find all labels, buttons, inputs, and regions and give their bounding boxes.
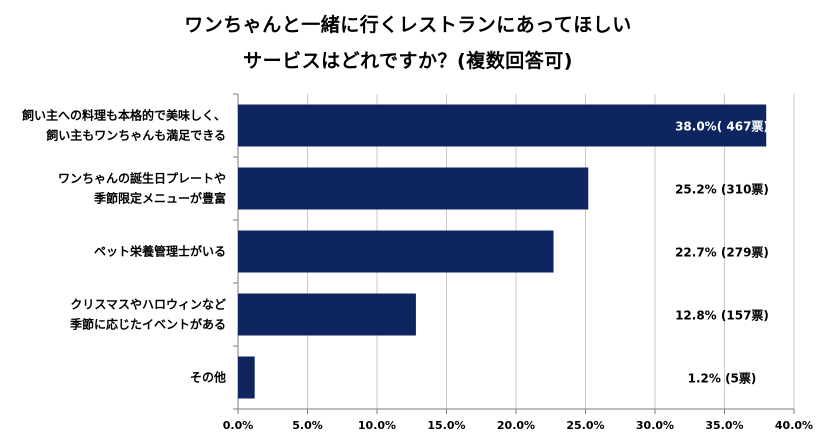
x-tick-label: 15.0% (427, 419, 465, 432)
category-label: その他 (190, 370, 226, 385)
category-label: クリスマスやハロウィンなど (70, 298, 226, 312)
chart-title-line-1: ワンちゃんと一緒に行くレストランにあってほしい (184, 14, 632, 36)
x-tick-label: 25.0% (566, 419, 604, 432)
data-label: 25.2% (310票) (675, 183, 769, 197)
x-tick-label: 10.0% (358, 419, 396, 432)
category-label: 季節限定メニューが豊富 (93, 191, 226, 206)
x-tick-label: 40.0% (775, 419, 813, 432)
category-label: ワンちゃんの誕生日プレートや (58, 171, 226, 186)
bar (238, 104, 767, 147)
x-tick-label: 20.0% (497, 419, 535, 432)
bar (238, 293, 416, 336)
bar (238, 356, 255, 399)
category-label: ペット栄養管理士がいる (94, 244, 226, 259)
x-tick-label: 5.0% (292, 419, 323, 432)
x-tick-label: 35.0% (705, 419, 743, 432)
x-tick-label: 30.0% (636, 419, 674, 432)
data-label: 22.7% (279票) (675, 246, 769, 260)
x-tick-label: 0.0% (223, 419, 254, 432)
category-label: 飼い主への料理も本格的で美味しく、 (21, 108, 226, 123)
data-label: 12.8% (157票) (675, 309, 769, 323)
category-label: 季節に応じたイベントがある (69, 317, 226, 332)
bar (238, 230, 554, 273)
data-label: 38.0%( 467票) (675, 120, 769, 134)
chart-title-line-2: サービスはどれですか？(複数回答可) (243, 50, 573, 72)
bar (238, 167, 589, 210)
data-label: 1.2% (5票) (688, 372, 757, 386)
category-label: 飼い主もワンちゃんも満足できる (45, 128, 226, 143)
